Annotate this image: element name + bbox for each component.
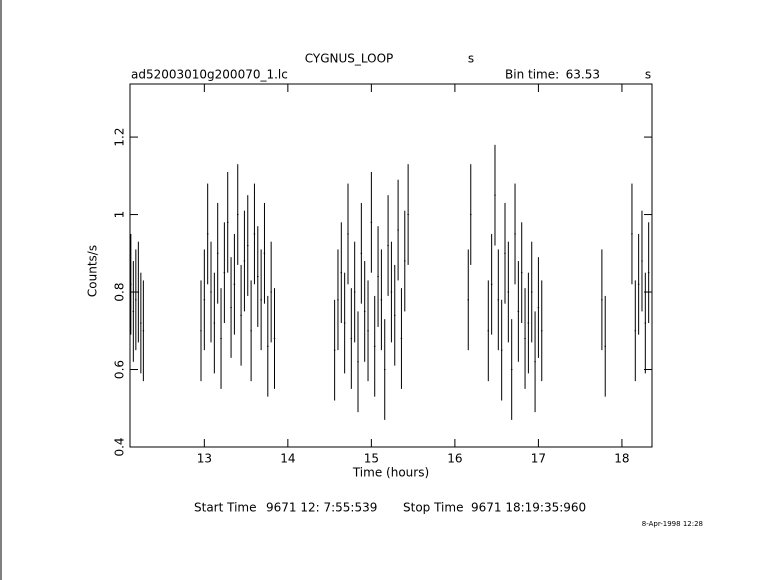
y-tick-label: 0.8 bbox=[113, 282, 127, 301]
y-axis-label: Counts/s bbox=[86, 245, 100, 297]
x-tick-label: 17 bbox=[531, 452, 546, 466]
bin-time-unit: s bbox=[645, 68, 651, 82]
file-name: ad52003010g200070_1.lc bbox=[131, 68, 288, 82]
x-tick-label: 13 bbox=[197, 452, 212, 466]
y-tick-label: 0.4 bbox=[113, 437, 127, 456]
x-tick-label: 16 bbox=[447, 452, 462, 466]
x-axis-label: Time (hours) bbox=[352, 466, 429, 480]
y-tick-label: 1.2 bbox=[113, 128, 127, 147]
start-label: Start Time bbox=[194, 501, 257, 515]
x-tick-label: 14 bbox=[280, 452, 295, 466]
stop-label: Stop Time bbox=[403, 501, 463, 515]
bin-time-label: Bin time: bbox=[505, 68, 559, 82]
x-tick-label: 15 bbox=[364, 452, 379, 466]
start-time: 9671 12: 7:55:539 bbox=[266, 501, 377, 515]
chart-title: CYGNUS_LOOP bbox=[305, 52, 394, 66]
bin-time-value: 63.53 bbox=[566, 68, 600, 82]
y-tick-label: 1 bbox=[113, 211, 127, 219]
x-tick-label: 18 bbox=[614, 452, 629, 466]
stop-time: 9671 18:19:35:960 bbox=[471, 501, 586, 515]
title-unit: s bbox=[468, 52, 474, 66]
plot-date: 8-Apr-1998 12:28 bbox=[642, 520, 703, 528]
plot-frame bbox=[129, 83, 653, 448]
y-tick-label: 0.6 bbox=[113, 360, 127, 379]
